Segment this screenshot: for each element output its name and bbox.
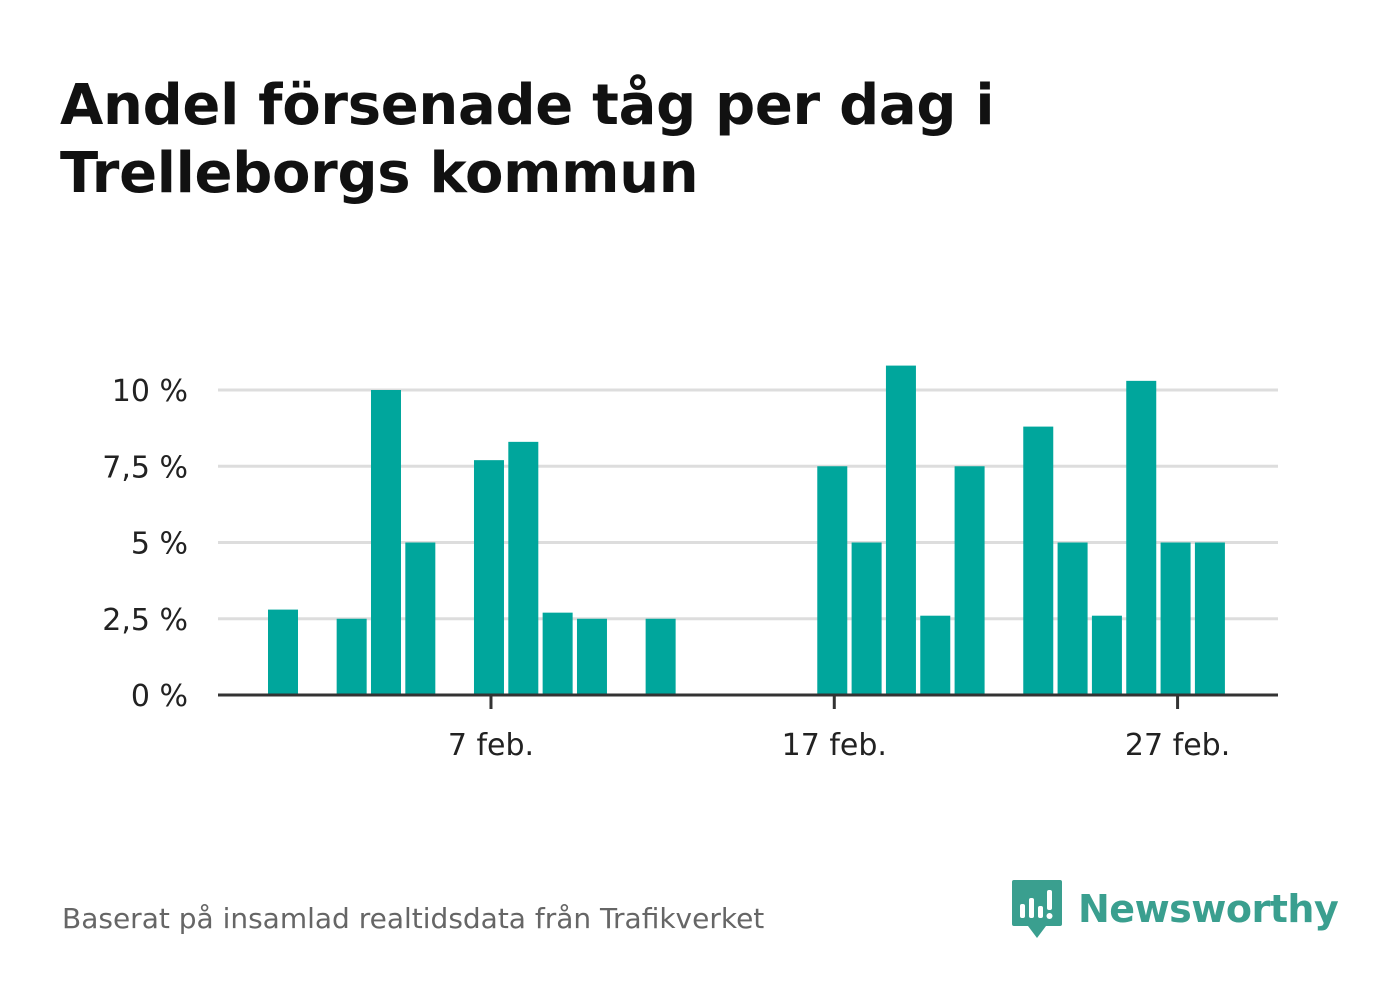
bar-day-18 <box>851 542 882 695</box>
bar-day-20 <box>920 615 951 695</box>
bar-day-12 <box>645 618 676 695</box>
y-tick-label: 7,5 % <box>102 450 188 485</box>
bar-day-27 <box>1160 542 1191 695</box>
y-tick-label: 0 % <box>131 679 188 714</box>
x-tick-label: 7 feb. <box>448 728 534 763</box>
x-axis-tick-labels: 7 feb. 17 feb. 27 feb. <box>448 728 1230 763</box>
bar-day-23 <box>1023 426 1054 695</box>
bar-day-24 <box>1057 542 1088 695</box>
bar-day-1 <box>268 609 298 695</box>
x-tick-label: 17 feb. <box>782 728 887 763</box>
brand-logo: Newsworthy <box>1010 878 1339 940</box>
bar-day-17 <box>817 466 848 695</box>
source-note: Baserat på insamlad realtidsdata från Tr… <box>62 902 765 935</box>
bar-day-21 <box>954 466 985 695</box>
chart-title: Andel försenade tåg per dag i Trelleborg… <box>60 73 995 206</box>
y-axis-tick-labels: 0 % 2,5 % 5 % 7,5 % 10 % <box>102 374 188 714</box>
y-tick-label: 2,5 % <box>102 603 188 638</box>
y-tick-label: 10 % <box>112 374 188 409</box>
bars <box>268 365 1225 695</box>
y-tick-label: 5 % <box>131 527 188 562</box>
bar-day-10 <box>576 618 607 695</box>
bar-day-4 <box>370 390 401 695</box>
bar-day-7 <box>473 460 504 695</box>
bar-day-28 <box>1194 542 1225 695</box>
bar-day-5 <box>405 542 436 695</box>
bar-day-26 <box>1126 380 1157 695</box>
bar-day-8 <box>508 441 539 695</box>
x-tick-label: 27 feb. <box>1125 728 1230 763</box>
bar-day-19 <box>885 365 916 695</box>
bar-day-3 <box>336 618 367 695</box>
newsworthy-logo-icon <box>1012 880 1062 938</box>
brand-name: Newsworthy <box>1078 887 1339 931</box>
bar-day-25 <box>1091 615 1122 695</box>
x-axis <box>218 693 1278 709</box>
bar-day-9 <box>542 612 573 695</box>
